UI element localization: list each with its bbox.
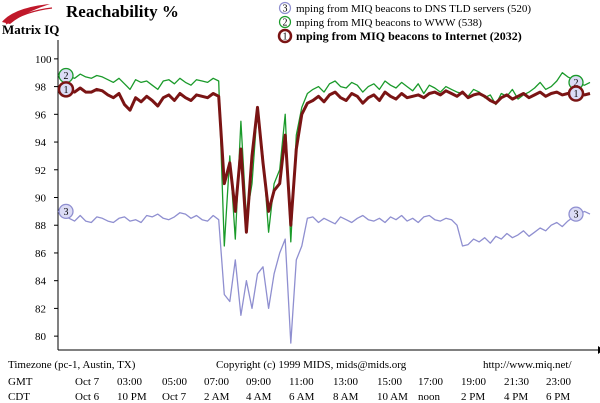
series-3-end-marker: 3 <box>568 206 584 222</box>
time-tick-label: 8 AM <box>333 391 359 403</box>
time-row-label: CDT <box>8 391 30 403</box>
y-tick-label: 88 <box>35 220 47 232</box>
legend-entry-3: 3 mping from MIQ beacons to DNS TLD serve… <box>278 1 531 15</box>
time-axis-rows: GMT Oct 7 03:00 05:00 07:00 09:00 11:00 13:00 15… <box>8 376 572 403</box>
time-tick-label: 23:00 <box>546 376 572 388</box>
matrix-iq-logo: Matrix IQ <box>2 4 59 37</box>
time-tick-label: 19:00 <box>461 376 487 388</box>
y-tick-label: 92 <box>35 165 46 177</box>
legend-marker-label: 1 <box>283 32 288 43</box>
copyright-text: Copyright (c) 1999 MIDS, mids@mids.org <box>216 359 407 371</box>
y-tick-label: 82 <box>35 303 46 315</box>
y-tick-label: 84 <box>35 276 47 288</box>
marker-circle <box>58 203 74 220</box>
legend-marker <box>277 28 293 44</box>
time-tick-label: 2 PM <box>461 391 485 403</box>
marker-circle <box>567 85 585 102</box>
time-tick-label: 10 AM <box>377 391 408 403</box>
time-tick-label: 09:00 <box>246 376 272 388</box>
y-tick-label: 96 <box>35 109 47 121</box>
time-tick-label: 05:00 <box>162 376 188 388</box>
time-tick-label: 4 AM <box>246 391 272 403</box>
legend-marker-label: 2 <box>283 18 288 29</box>
marker-label: 1 <box>64 85 69 96</box>
legend-entry-2: 2 mping from MIQ beacons to WWW (538) <box>278 15 482 29</box>
time-tick-label: 07:00 <box>204 376 230 388</box>
time-tick-label: 13:00 <box>333 376 359 388</box>
legend-label: mping from MIQ beacons to Internet (2032… <box>296 29 522 43</box>
y-tick-label: 98 <box>35 82 47 94</box>
series-line-3 <box>57 210 591 344</box>
y-tick-label: 80 <box>35 331 47 343</box>
time-tick-label: 21:30 <box>504 376 530 388</box>
legend-entry-1: 1 mping from MIQ beacons to Internet (203… <box>277 28 522 44</box>
time-tick-label: 03:00 <box>117 376 143 388</box>
logo-text: Matrix IQ <box>2 22 59 37</box>
series-line-1 <box>57 86 591 234</box>
marker-label: 2 <box>574 78 579 89</box>
time-tick-label: 11:00 <box>289 376 314 388</box>
time-tick-label: 6 PM <box>546 391 570 403</box>
time-tick-label: 10 PM <box>117 391 147 403</box>
time-tick-label: 2 AM <box>204 391 230 403</box>
y-tick-label: 100 <box>35 54 52 66</box>
time-tick-label: 6 AM <box>289 391 315 403</box>
series-1-end-marker: 1 <box>567 85 585 102</box>
series-3-start-marker: 3 <box>58 203 74 220</box>
time-tick-label: noon <box>418 391 441 403</box>
time-tick-label: 15:00 <box>377 376 403 388</box>
legend-label: mping from MIQ beacons to DNS TLD server… <box>296 3 531 15</box>
legend-marker <box>278 1 292 15</box>
chart-title: Reachability % <box>66 2 179 21</box>
series-2-start-marker: 2 <box>58 67 74 84</box>
legend: 3 mping from MIQ beacons to DNS TLD serve… <box>277 1 531 44</box>
y-tick-label: 86 <box>35 248 47 260</box>
time-row-label: GMT <box>8 376 33 388</box>
marker-label: 2 <box>64 71 69 82</box>
timezone-label: Timezone (pc-1, Austin, TX) <box>8 359 136 371</box>
axes: 80 82 84 86 88 90 92 94 96 98 100 <box>35 40 600 354</box>
marker-label: 3 <box>574 210 579 221</box>
series-layer <box>57 72 591 344</box>
legend-marker-label: 3 <box>283 4 288 15</box>
marker-label: 3 <box>64 207 69 218</box>
series-2-end-marker: 2 <box>568 74 584 91</box>
marker-label: 1 <box>574 89 579 100</box>
y-tick-label: 90 <box>35 193 47 205</box>
logo-swoosh-accent <box>5 7 53 25</box>
y-tick-label: 94 <box>35 137 47 149</box>
legend-label: mping from MIQ beacons to WWW (538) <box>296 17 482 29</box>
time-tick-label: 4 PM <box>504 391 528 403</box>
legend-marker <box>278 15 292 29</box>
time-tick-label: Oct 7 <box>162 391 187 403</box>
marker-circle <box>57 81 75 98</box>
marker-circle <box>568 206 584 222</box>
site-url-link[interactable]: http://www.miq.net/ <box>483 359 572 371</box>
time-tick-label: 17:00 <box>418 376 444 388</box>
time-tick-label: Oct 7 <box>75 376 100 388</box>
series-1-start-marker: 1 <box>57 81 75 98</box>
time-tick-label: Oct 6 <box>75 391 100 403</box>
series-line-2 <box>57 72 591 247</box>
